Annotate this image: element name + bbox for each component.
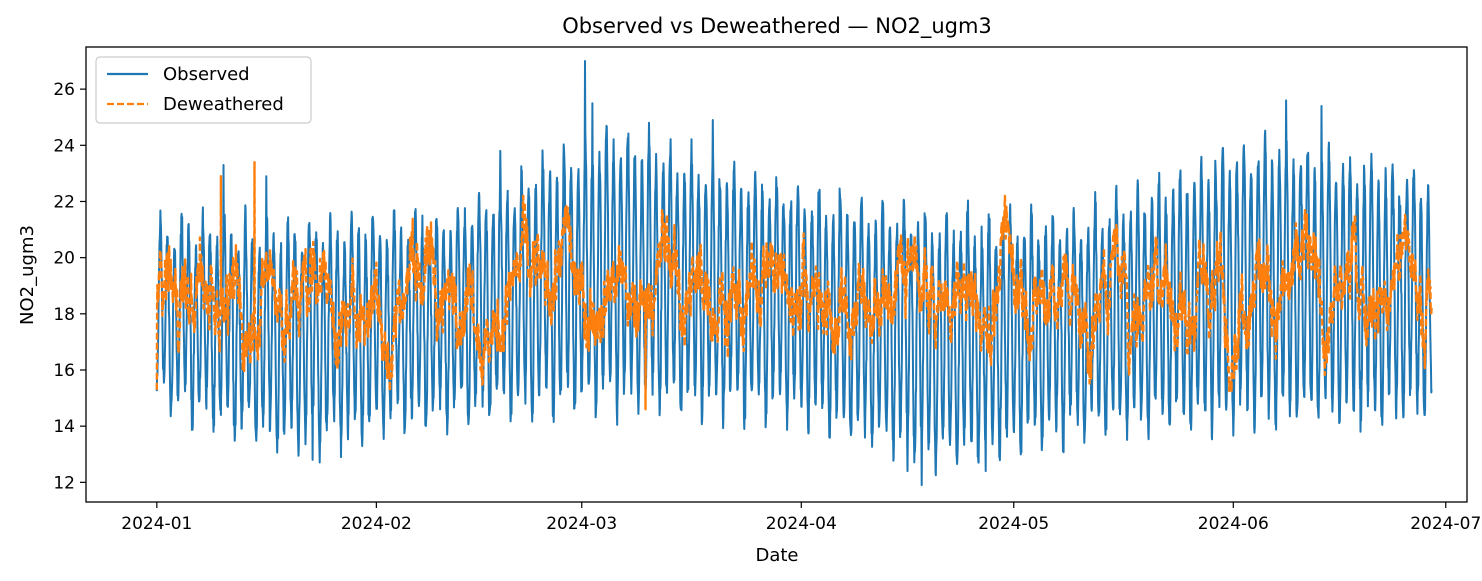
series-line-deweathered (155, 161, 1433, 411)
x-axis: 2024-01 2024-02 2024-03 2024-04 2024-05 2024-… (121, 502, 1481, 534)
y-tick-label: 14 (53, 417, 75, 437)
x-tick-label: 2024-07 (1410, 514, 1481, 534)
y-tick-label: 12 (53, 473, 75, 493)
legend: Observed Deweathered (95, 56, 312, 124)
legend-label-deweathered: Deweathered (163, 94, 284, 115)
legend-label-observed: Observed (163, 64, 250, 85)
x-tick-label: 2024-05 (978, 514, 1049, 534)
x-axis-label: Date (755, 545, 798, 566)
y-tick-label: 16 (53, 361, 75, 381)
plot-frame (85, 46, 1468, 503)
y-tick-label: 22 (53, 192, 75, 212)
x-tick-label: 2024-03 (546, 514, 617, 534)
y-axis-label: NO2_ugm3 (17, 225, 38, 325)
x-tick-label: 2024-04 (766, 514, 837, 534)
y-tick-label: 24 (53, 136, 75, 156)
y-tick-label: 18 (53, 305, 75, 325)
x-tick-label: 2024-01 (121, 514, 192, 534)
y-tick-label: 20 (53, 249, 75, 269)
legend-box (95, 56, 312, 124)
y-tick-label: 26 (53, 80, 75, 100)
series-line-observed (155, 60, 1433, 487)
y-axis: 12 14 16 18 20 22 24 26 (53, 80, 86, 493)
x-tick-label: 2024-06 (1198, 514, 1269, 534)
x-tick-label: 2024-02 (341, 514, 412, 534)
series-layer (155, 60, 1433, 487)
chart-title: Observed vs Deweathered — NO2_ugm3 (562, 14, 992, 39)
